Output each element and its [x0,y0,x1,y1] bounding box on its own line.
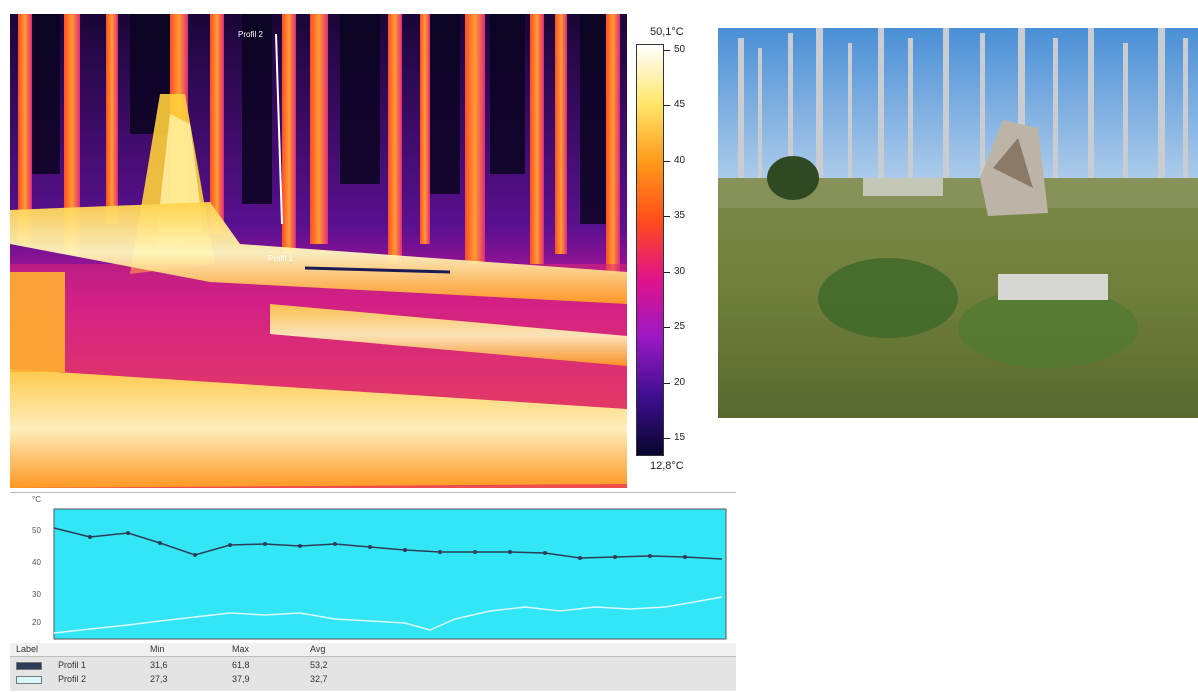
row-min: 27,3 [150,674,168,684]
graph-y-tick-20: 20 [32,618,41,627]
visual-photo [718,28,1198,418]
profile-1-line [304,266,451,274]
header-label: Label [16,644,39,654]
graph-y-tick-40: 40 [32,558,41,567]
profile-2-line [275,33,283,225]
scale-color-bar [636,44,664,456]
graph-y-tick-50: 50 [32,526,41,535]
scale-tick-25: 25 [664,321,690,332]
profile-2-trace [53,596,723,634]
thermal-image [10,14,627,488]
profile-stats-table: Label Min Max Avg Profil 1 31,6 61,8 53,… [10,643,736,691]
graph-y-tick-30: 30 [32,590,41,599]
graph-unit-label: °C [32,495,41,504]
header-avg: Avg [310,644,326,654]
profile-1-label: Profil 1 [268,254,293,263]
scale-tick-50: 50 [664,44,690,55]
row-avg: 53,2 [310,660,328,670]
temperature-scale: 50,1°C 50 45 40 35 30 25 20 15 12,8°C [632,26,722,480]
profile-graph: °C 50 40 30 20 [10,492,736,641]
stats-row-profile-2[interactable]: Profil 2 27,3 37,9 32,7 [10,672,736,686]
graph-plot-area [53,508,727,640]
scale-tick-35: 35 [664,210,690,221]
stats-table-header: Label Min Max Avg [10,643,736,657]
header-min: Min [150,644,165,654]
profile-2-swatch [16,676,42,684]
row-avg: 32,7 [310,674,328,684]
scale-tick-40: 40 [664,155,690,166]
row-min: 31,6 [150,660,168,670]
scale-tick-20: 20 [664,377,690,388]
header-max: Max [232,644,250,654]
scale-max-label: 50,1°C [650,26,684,38]
profile-1-trace [53,527,723,560]
scale-min-label: 12,8°C [650,460,684,472]
scale-ticks: 50 45 40 35 30 25 20 15 [664,44,704,456]
row-label: Profil 2 [58,674,87,684]
scale-tick-45: 45 [664,99,690,110]
row-max: 37,9 [232,674,250,684]
row-label: Profil 1 [58,660,87,670]
scale-tick-30: 30 [664,266,690,277]
stats-row-profile-1[interactable]: Profil 1 31,6 61,8 53,2 [10,658,736,672]
profile-2-label: Profil 2 [238,30,263,39]
scale-tick-15: 15 [664,432,690,443]
row-max: 61,8 [232,660,250,670]
profile-1-swatch [16,662,42,670]
